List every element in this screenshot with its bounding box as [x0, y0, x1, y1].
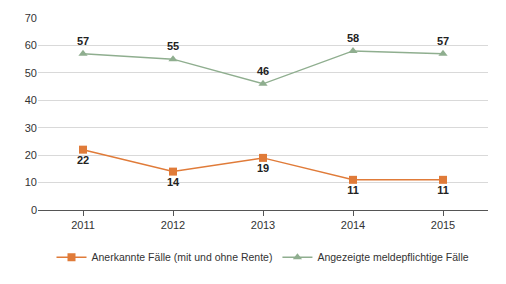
svg-text:2014: 2014 — [341, 219, 365, 231]
svg-text:50: 50 — [25, 67, 37, 79]
svg-text:57: 57 — [77, 35, 89, 47]
svg-text:22: 22 — [77, 154, 89, 166]
svg-text:2012: 2012 — [161, 219, 185, 231]
svg-text:2013: 2013 — [251, 219, 275, 231]
svg-text:20: 20 — [25, 149, 37, 161]
svg-text:60: 60 — [25, 39, 37, 51]
svg-text:30: 30 — [25, 122, 37, 134]
svg-text:Angezeigte meldepflichtige Fäl: Angezeigte meldepflichtige Fälle — [317, 251, 468, 263]
svg-text:11: 11 — [437, 184, 449, 196]
svg-text:2011: 2011 — [71, 219, 95, 231]
svg-text:46: 46 — [257, 65, 269, 77]
svg-text:2015: 2015 — [431, 219, 455, 231]
svg-text:11: 11 — [347, 184, 359, 196]
svg-text:10: 10 — [25, 176, 37, 188]
svg-text:55: 55 — [167, 40, 179, 52]
svg-text:19: 19 — [257, 162, 269, 174]
svg-text:0: 0 — [31, 204, 37, 216]
svg-text:58: 58 — [347, 32, 359, 44]
svg-text:14: 14 — [167, 176, 180, 188]
svg-text:40: 40 — [25, 94, 37, 106]
svg-text:Anerkannte Fälle (mit und ohne: Anerkannte Fälle (mit und ohne Rente) — [92, 251, 273, 263]
svg-text:70: 70 — [25, 12, 37, 24]
svg-text:57: 57 — [437, 35, 449, 47]
